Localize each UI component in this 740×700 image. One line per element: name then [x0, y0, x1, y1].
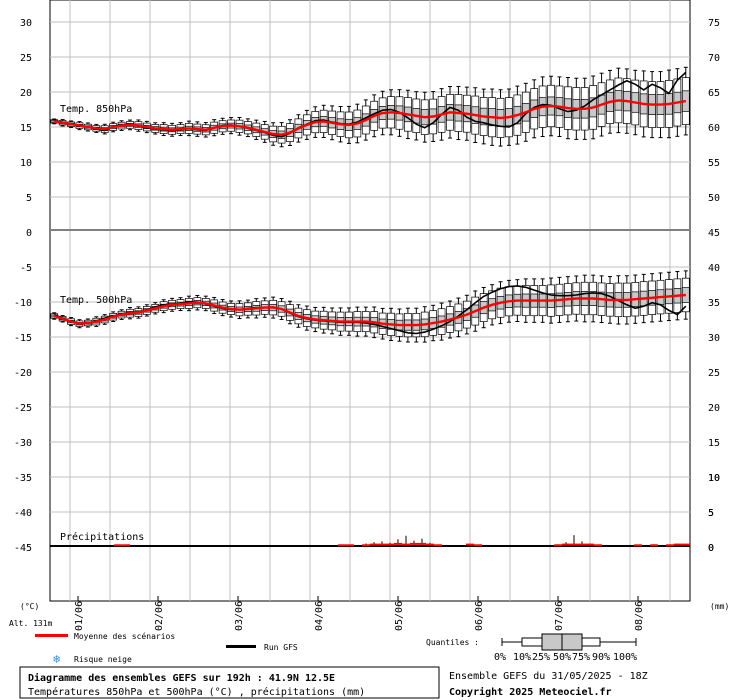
y-tick-right-850: 60: [708, 123, 720, 134]
legend-mean-swatch: [35, 634, 68, 637]
run-gfs-line: [53, 285, 687, 335]
x-tick-label: 07/06: [554, 601, 565, 631]
y-tick-right-850: 75: [708, 18, 720, 29]
y-tick-left-500: -45: [14, 543, 32, 554]
y-tick-right-500: 15: [708, 438, 720, 449]
left-axis-unit: (°C): [20, 602, 39, 611]
y-tick-left-500: -10: [14, 298, 32, 309]
y-tick-left-500: -30: [14, 438, 32, 449]
quantile-ticks: 0% 10% 25% 50% 75% 90% 100%: [494, 652, 637, 663]
y-tick-left-500: -15: [14, 333, 32, 344]
y-tick-right-850: 50: [708, 193, 720, 204]
footer-title: Diagramme des ensembles GEFS sur 192h : …: [28, 672, 335, 684]
copyright: Copyright 2025 Meteociel.fr: [449, 686, 612, 698]
quantile-tick: 25%: [532, 652, 550, 663]
quantile-tick: 0%: [494, 652, 506, 663]
y-tick-left-500: -35: [14, 473, 32, 484]
quantile-tick: 90%: [592, 652, 610, 663]
legend-mean-label: Moyenne des scénarios: [74, 631, 175, 641]
y-tick-right-500: 25: [708, 368, 720, 379]
run-info: Ensemble GEFS du 31/05/2025 - 18Z: [449, 671, 648, 682]
legend: Moyenne des scénarios Run GFS ❄ Risque n…: [35, 631, 637, 666]
footer-box: [19, 666, 440, 699]
x-tick-label: 05/06: [394, 601, 405, 631]
legend-run-swatch: [226, 645, 256, 648]
y-tick-right-850: 65: [708, 88, 720, 99]
y-tick-left-500: -5: [20, 263, 32, 274]
y-tick-right-850: 55: [708, 158, 720, 169]
y-tick-right-500: 35: [708, 298, 720, 309]
y-tick-left-500: -20: [14, 368, 32, 379]
x-tick-label: 06/06: [474, 601, 485, 631]
x-tick-label: 02/06: [154, 601, 165, 631]
panel-label-precip: Précipitations: [60, 531, 144, 543]
y-tick-left-850: 5: [26, 193, 32, 204]
y-tick-left-850: 15: [20, 123, 32, 134]
y-tick-left-500: 0: [26, 228, 32, 239]
y-tick-right-500: 5: [708, 508, 714, 519]
panel-label-850: Temp. 850hPa: [60, 104, 132, 115]
y-tick-right-precip: 5: [708, 508, 714, 519]
y-tick-right-500: 10: [708, 473, 720, 484]
quantile-tick: 50%: [553, 652, 571, 663]
plot-frame: [49, 0, 691, 602]
y-tick-right-850: 70: [708, 53, 720, 64]
legend-snow-label: Risque neige: [74, 655, 132, 664]
quantile-tick: 10%: [513, 652, 531, 663]
mean-line: [54, 99, 686, 136]
y-tick-left-850: 25: [20, 53, 32, 64]
legend-quantiles-label: Quantiles :: [426, 638, 479, 647]
snowflake-icon: ❄: [53, 652, 60, 666]
right-axis-unit: (mm): [710, 602, 729, 611]
y-tick-right-500: 20: [708, 403, 720, 414]
y-tick-left-850: 20: [20, 88, 32, 99]
footer-subtitle: Températures 850hPa et 500hPa (°C) , pré…: [28, 686, 365, 698]
y-tick-right-500: 30: [708, 333, 720, 344]
x-tick-label: 04/06: [314, 601, 325, 631]
legend-run-label: Run GFS: [264, 643, 298, 652]
quantile-box-sample: [501, 633, 637, 651]
y-tick-left-850: 10: [20, 158, 32, 169]
x-tick-label: 01/06: [74, 601, 85, 631]
x-tick-label: 03/06: [234, 601, 245, 631]
panel-label-500: Temp. 500hPa: [60, 295, 132, 306]
y-tick-left-500: -40: [14, 508, 32, 519]
y-tick-right-500: 45: [708, 228, 720, 239]
y-tick-right-precip: 0: [708, 543, 714, 554]
y-tick-right-500: 0: [708, 543, 714, 554]
y-tick-right-precip: 10: [708, 473, 720, 484]
quantile-tick: 100%: [613, 652, 637, 663]
x-tick-label: 08/06: [634, 601, 645, 631]
chart-marks: [50, 66, 690, 547]
mean-line: [53, 293, 686, 327]
y-tick-left-500: -25: [14, 403, 32, 414]
y-tick-left-850: 30: [20, 18, 32, 29]
y-tick-right-500: 40: [708, 263, 720, 274]
quantile-tick: 75%: [572, 652, 590, 663]
altitude-label: Alt. 131m: [9, 619, 53, 628]
